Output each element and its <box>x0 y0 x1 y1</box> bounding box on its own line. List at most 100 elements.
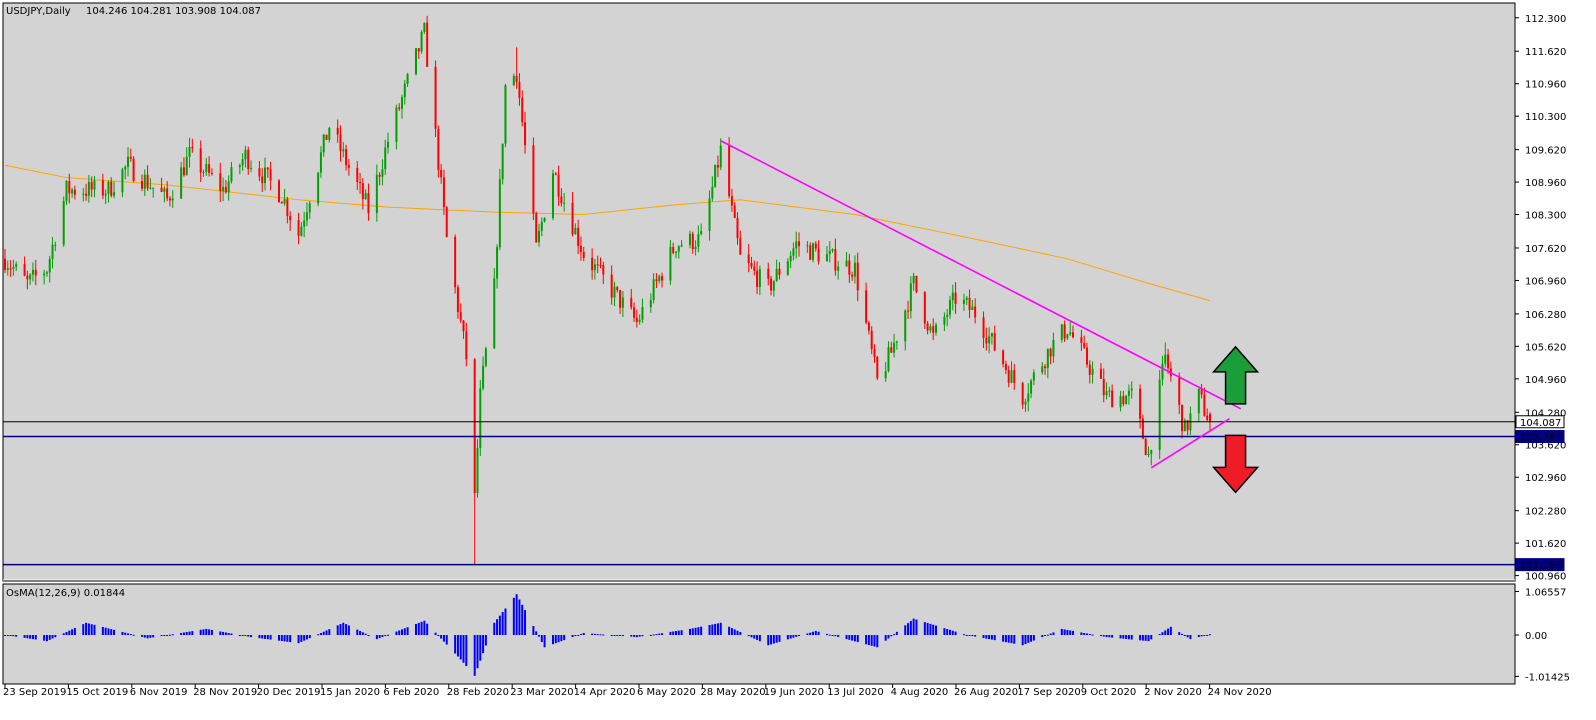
osma-bar <box>1099 635 1102 637</box>
osma-bar <box>574 635 577 637</box>
candle-body <box>445 207 448 237</box>
candle-body <box>479 388 482 449</box>
candle-body <box>1122 396 1125 405</box>
price-tick-label-9: 106.280 <box>1525 310 1566 321</box>
candle-body <box>434 66 437 129</box>
osma-bar <box>915 619 918 636</box>
candle-body <box>62 200 65 245</box>
osma-bar <box>124 632 127 636</box>
osma-bar <box>786 635 789 640</box>
candle-body <box>361 183 364 200</box>
candle-body <box>1013 370 1016 384</box>
osma-bar <box>932 624 935 636</box>
osma-bar <box>129 634 132 636</box>
candle-body <box>688 233 691 246</box>
price-tick-label-14: 102.960 <box>1525 473 1566 484</box>
candle-body <box>619 290 622 308</box>
time-tick-label-14: 4 Aug 2020 <box>891 687 949 698</box>
osma-bar <box>1060 628 1063 636</box>
candle-body <box>261 176 264 184</box>
candle-body <box>602 265 605 275</box>
osma-bar <box>756 635 759 640</box>
indicator-plot-area[interactable] <box>2 583 1516 685</box>
candle-body <box>87 181 90 196</box>
candle-body <box>633 307 636 318</box>
osma-bar <box>73 628 76 636</box>
candle-body <box>962 299 965 304</box>
osma-bar <box>753 635 756 639</box>
candle-body <box>554 173 557 175</box>
osma-bar <box>87 623 90 636</box>
candle-body <box>909 283 912 312</box>
candle-body <box>414 48 417 75</box>
osma-bar <box>423 620 426 636</box>
osma-bar <box>1206 634 1209 636</box>
candle-body <box>778 268 781 275</box>
osma-bar <box>1013 635 1016 644</box>
candle-body <box>417 48 420 52</box>
osma-bar <box>770 635 773 645</box>
main-plot-area[interactable] <box>2 2 1516 582</box>
osma-bar <box>476 635 479 669</box>
osma-bar <box>1139 635 1142 641</box>
osma-bar <box>853 635 856 642</box>
osma-bar <box>1183 635 1186 637</box>
osma-bar <box>347 625 350 636</box>
osma-bar <box>602 634 605 636</box>
osma-bar <box>434 632 437 636</box>
candle-body <box>356 167 359 183</box>
osma-bar <box>1069 630 1072 636</box>
candle-body <box>462 320 465 332</box>
osma-bar <box>884 635 887 641</box>
candle-body <box>359 182 362 184</box>
osma-bar <box>557 635 560 643</box>
candle-body <box>1105 391 1108 396</box>
osma-bar <box>515 594 518 636</box>
osma-bar <box>655 634 658 636</box>
candle-body <box>532 145 535 214</box>
candle-body <box>339 134 342 152</box>
time-tick-label-16: 17 Sep 2020 <box>1017 687 1080 698</box>
price-tick-label-0: 112.300 <box>1525 14 1566 25</box>
candle-body <box>163 188 166 192</box>
osma-bar <box>6 635 9 637</box>
candle-body <box>9 268 12 270</box>
candle-body <box>524 122 527 146</box>
osma-bar <box>289 635 292 643</box>
osma-bar <box>395 631 398 636</box>
candle-body <box>1178 376 1181 405</box>
osma-bar <box>943 628 946 636</box>
osma-bar <box>728 626 731 636</box>
osma-bar <box>750 635 753 638</box>
osma-bar <box>730 628 733 636</box>
osma-bar <box>244 635 247 637</box>
osma-bar <box>747 635 750 637</box>
osma-bar <box>834 635 837 637</box>
osma-bar <box>907 623 910 636</box>
candle-body <box>574 227 577 235</box>
osma-bar <box>364 633 367 636</box>
osma-bar <box>456 635 459 657</box>
osma-bar <box>951 630 954 636</box>
osma-bar <box>1158 634 1161 636</box>
candle-body <box>12 267 15 269</box>
candle-body <box>672 246 675 254</box>
candle-body <box>1197 388 1200 414</box>
candle-body <box>345 149 348 166</box>
osma-bar <box>62 633 65 636</box>
osma-bar <box>982 635 985 639</box>
osma-bar <box>658 633 661 636</box>
candle-body <box>798 241 801 247</box>
candle-body <box>767 268 770 279</box>
osma-bar <box>286 635 289 642</box>
osma-bar <box>895 631 898 636</box>
time-tick-label-10: 6 May 2020 <box>637 687 696 698</box>
osma-bar <box>1186 635 1189 638</box>
osma-bar <box>445 635 448 645</box>
candle-body <box>884 371 887 379</box>
candle-body <box>560 196 563 204</box>
candle-body <box>146 174 149 189</box>
osma-bar <box>1119 635 1122 639</box>
osma-bar <box>140 635 143 637</box>
